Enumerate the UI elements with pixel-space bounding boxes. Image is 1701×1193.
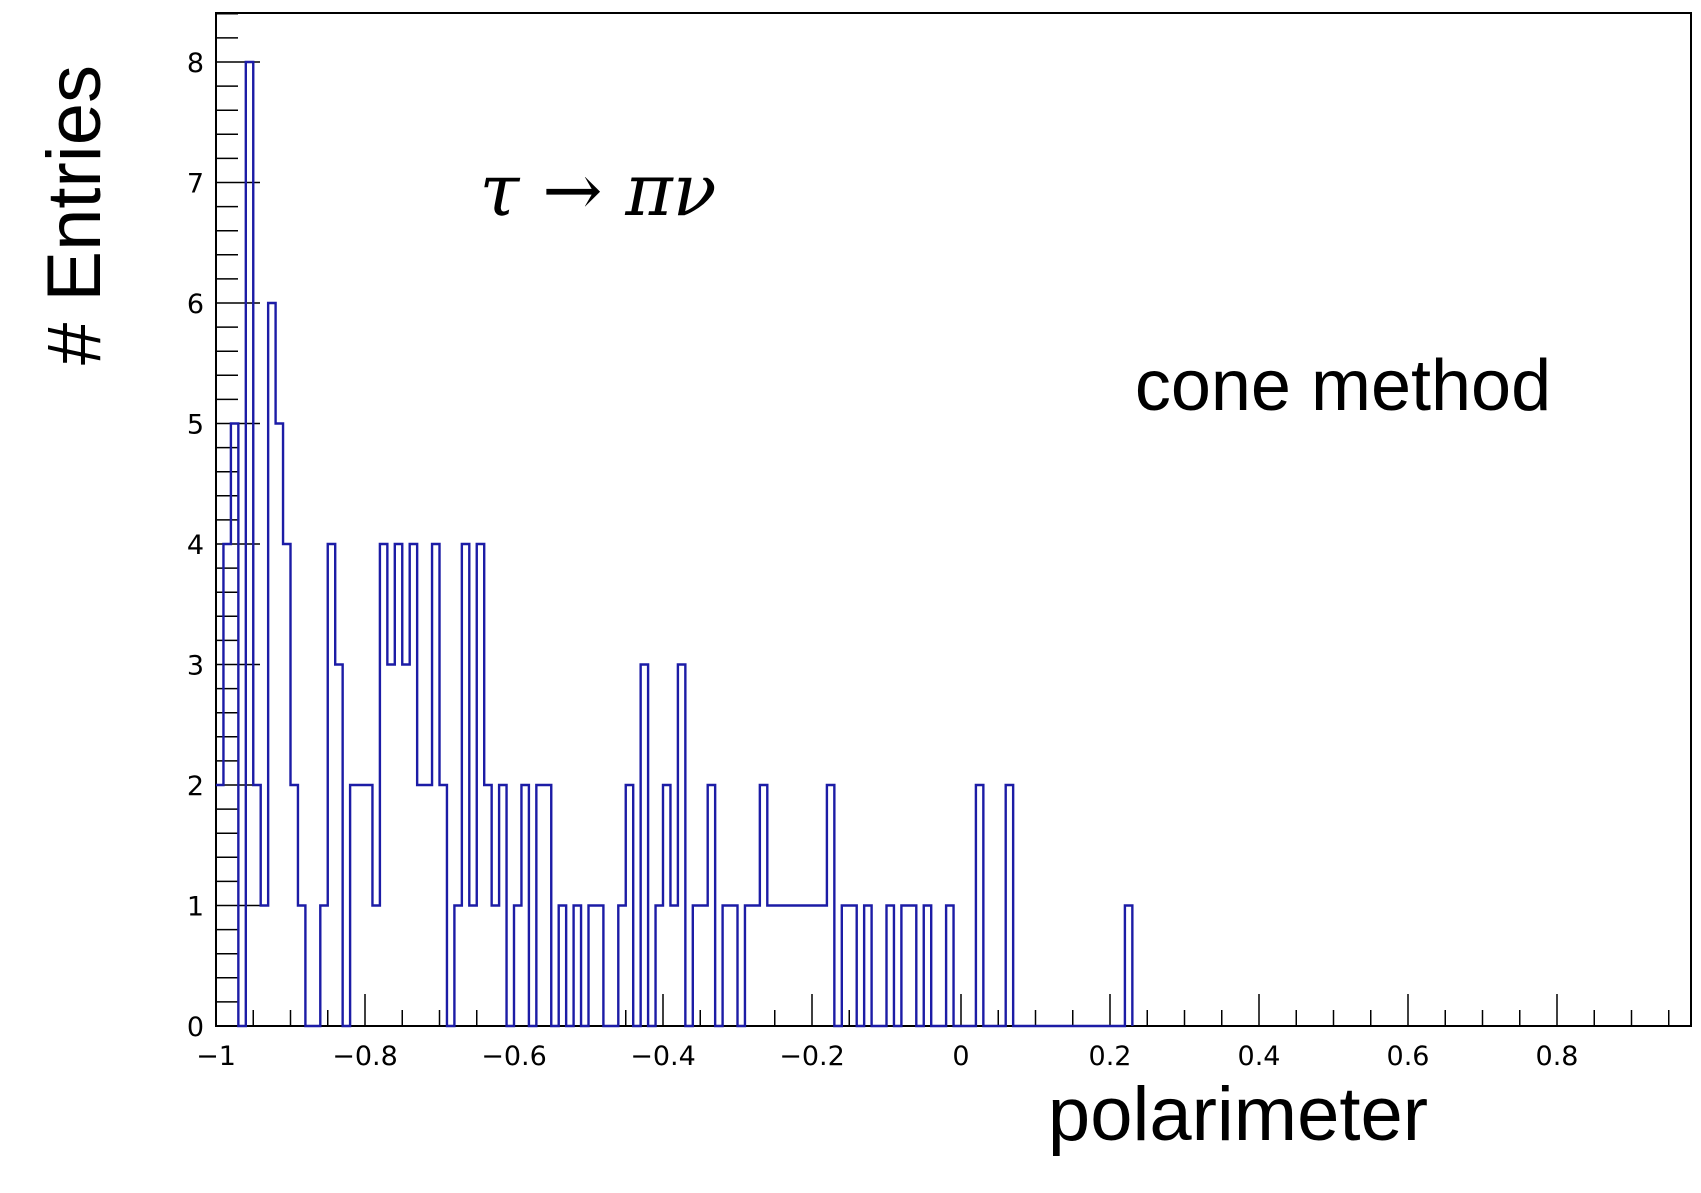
x-tick-label: 0.4 [1238, 1041, 1281, 1072]
x-tick-label: −0.4 [630, 1041, 696, 1072]
y-tick-label: 1 [187, 892, 204, 923]
x-tick-label: 0.6 [1387, 1041, 1430, 1072]
y-tick-label: 7 [187, 169, 204, 200]
x-tick-label: −0.8 [332, 1041, 398, 1072]
y-tick-label: 2 [187, 771, 204, 802]
decay-channel-label: τ → πν [479, 148, 716, 232]
y-tick-label: 0 [187, 1012, 204, 1043]
x-tick-label: 0 [952, 1041, 969, 1072]
y-tick-label: 6 [187, 289, 204, 320]
y-tick-label: 4 [187, 530, 204, 561]
x-axis-tick-labels: −1 −0.8 −0.6 −0.4 −0.2 0 0.2 0.4 0.6 0.8 [196, 1041, 1578, 1072]
y-tick-label: 3 [187, 651, 204, 682]
x-axis-ticks [215, 994, 1670, 1026]
x-tick-label: −0.2 [779, 1041, 845, 1072]
y-axis-tick-labels: 0 1 2 3 4 5 6 7 8 [187, 48, 204, 1043]
x-tick-label: −1 [196, 1041, 236, 1072]
x-axis-title: polarimeter [1048, 1072, 1428, 1157]
y-axis-title: # Entries [32, 65, 117, 365]
histogram-outline [216, 60, 1134, 1028]
x-tick-label: 0.2 [1089, 1041, 1132, 1072]
x-tick-label: −0.6 [481, 1041, 547, 1072]
y-tick-label: 5 [187, 410, 204, 441]
y-tick-label: 8 [187, 48, 204, 79]
method-label: cone method [1135, 346, 1551, 426]
x-tick-label: 0.8 [1536, 1041, 1579, 1072]
plot-frame [215, 12, 1692, 1027]
